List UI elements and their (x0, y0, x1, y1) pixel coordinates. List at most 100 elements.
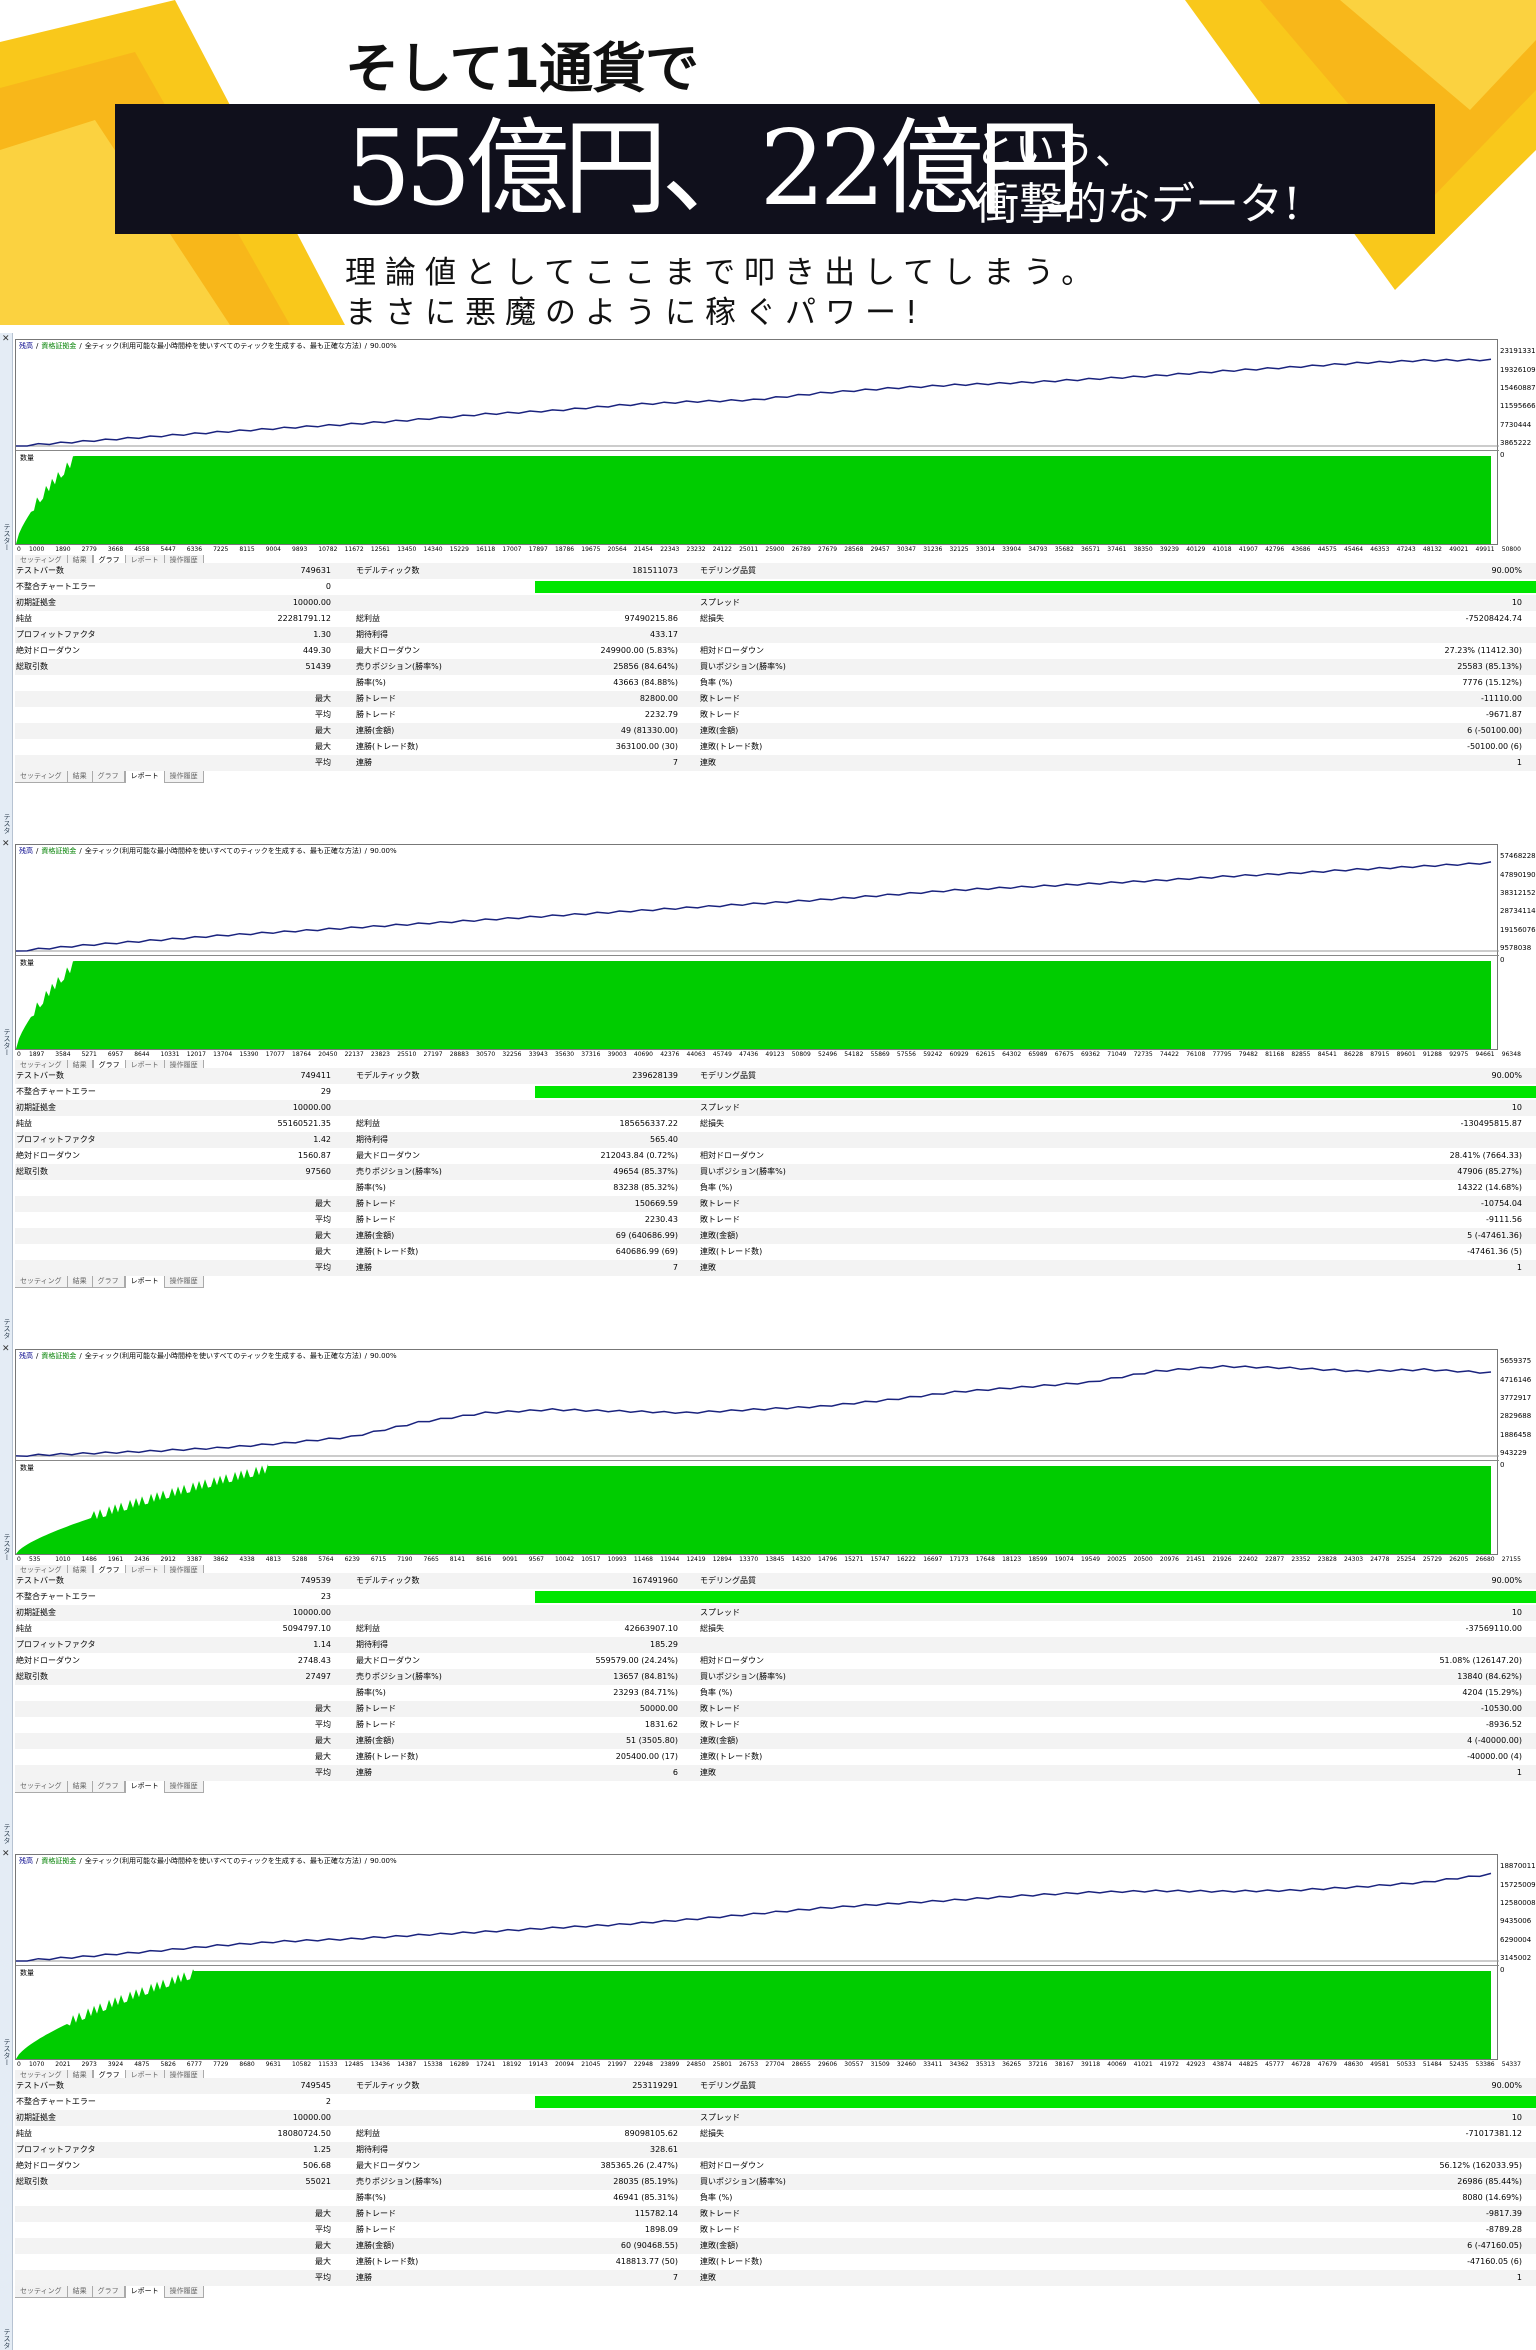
volume-histogram (16, 1464, 1491, 1554)
tab-journal[interactable]: 操作履歴 (164, 2286, 204, 2298)
report-row: 勝率(%) 46941 (85.31%) 負率 (%) 8080 (14.69%) (15, 2190, 1536, 2206)
legend-balance: 残高 (19, 1857, 33, 1865)
tab-settings[interactable]: セッティング (15, 1781, 68, 1793)
report-value: 239628139 (632, 1071, 678, 1080)
x-tick-label: 54337 (1501, 2061, 1521, 2068)
close-icon[interactable]: ✕ (2, 839, 10, 849)
x-tick-label: 17077 (265, 1051, 285, 1058)
tab-graph[interactable]: グラフ (92, 1781, 125, 1793)
x-tick-label: 0 (17, 1051, 21, 1058)
x-tick-label: 20094 (555, 2061, 575, 2068)
x-tick-label: 41021 (1133, 2061, 1153, 2068)
x-tick-label: 24122 (712, 546, 732, 553)
report-value: 749539 (300, 1576, 331, 1585)
report-label: 買いポジション(勝率%) (700, 662, 786, 671)
x-tick-label: 13704 (213, 1051, 233, 1058)
tab-graph[interactable]: グラフ (92, 1276, 125, 1288)
report-value: -11110.00 (1480, 694, 1522, 703)
legend-sep: / (36, 1857, 39, 1865)
report-value: 7 (672, 1263, 678, 1272)
report-value: 10 (1511, 1103, 1522, 1112)
tab-report[interactable]: レポート (124, 1276, 165, 1288)
tab-results[interactable]: 結果 (67, 2286, 93, 2298)
x-tick-label: 33014 (975, 546, 995, 553)
x-tick-label: 6336 (186, 546, 203, 553)
y-tick-label: 3865222 (1500, 439, 1532, 447)
report-label: 最大ドローダウン (356, 1151, 420, 1160)
subtitle-line2: まさに悪魔のように稼ぐパワー! (345, 295, 927, 325)
legend-model: 全ティック(利用可能な最小時間枠を使いすべてのティックを生成する、最も正確な方法… (84, 847, 362, 855)
report-value: 2232.79 (644, 710, 678, 719)
x-tick-label: 27197 (423, 1051, 443, 1058)
x-tick-label: 30557 (844, 2061, 864, 2068)
x-tick-label: 13370 (739, 1556, 759, 1563)
x-tick-label: 76108 (1186, 1051, 1206, 1058)
close-icon[interactable]: ✕ (2, 1849, 10, 1859)
y-tick-label: 0 (1500, 956, 1505, 964)
x-tick-label: 28655 (791, 2061, 811, 2068)
legend-sep: / (364, 1857, 367, 1865)
tab-journal[interactable]: 操作履歴 (164, 1276, 204, 1288)
x-tick-label: 3668 (107, 546, 124, 553)
x-tick-label: 49123 (765, 1051, 785, 1058)
report-value: 749631 (300, 566, 331, 575)
y-tick-label: 0 (1500, 451, 1505, 459)
x-tick-label: 10782 (318, 546, 338, 553)
report-label: 勝トレード (356, 694, 396, 703)
report-value: 559579.00 (24.24%) (595, 1656, 678, 1665)
report-value: 506.68 (303, 2161, 331, 2170)
x-tick-label: 10331 (160, 1051, 180, 1058)
tab-report[interactable]: レポート (124, 2286, 165, 2298)
report-row: 最大 連勝(金額) 60 (90468.55) 連敗(金額) 6 (-47160.05) (15, 2238, 1536, 2254)
tab-settings[interactable]: セッティング (15, 1276, 68, 1288)
tab-report[interactable]: レポート (124, 1781, 165, 1793)
x-tick-label: 14320 (791, 1556, 811, 1563)
report-row: 不整合チャートエラー 29 (15, 1084, 1536, 1100)
report-row: 最大 勝トレード 82800.00 敗トレード -11110.00 (15, 691, 1536, 707)
x-tick-label: 0 (17, 546, 21, 553)
x-tick-label: 18786 (555, 546, 575, 553)
report-value: -47160.05 (6) (1467, 2257, 1522, 2266)
legend-quality: 90.00% (369, 1352, 397, 1360)
tab-results[interactable]: 結果 (67, 771, 93, 783)
report-label: 勝トレード (356, 1215, 396, 1224)
close-icon[interactable]: ✕ (2, 334, 10, 344)
x-tick-label: 37461 (1107, 546, 1127, 553)
x-tick-label: 1890 (55, 546, 71, 553)
tab-results[interactable]: 結果 (67, 1276, 93, 1288)
report-row: 総取引数 55021 売りポジション(勝率%) 28035 (85.19%) 買いポジシ… (15, 2174, 1536, 2190)
tab-journal[interactable]: 操作履歴 (164, 1781, 204, 1793)
legend-sep: / (79, 1352, 82, 1360)
tab-journal[interactable]: 操作履歴 (164, 771, 204, 783)
x-tick-label: 23828 (1317, 1556, 1337, 1563)
x-tick-label: 14796 (818, 1556, 838, 1563)
tab-graph[interactable]: グラフ (92, 771, 125, 783)
x-tick-label: 19074 (1054, 1556, 1074, 1563)
legend-balance: 残高 (19, 342, 33, 350)
x-tick-label: 38350 (1133, 546, 1153, 553)
report-row: 初期証拠金 10000.00 スプレッド 10 (15, 1100, 1536, 1116)
x-tick-label: 45777 (1265, 2061, 1285, 2068)
tab-settings[interactable]: セッティング (15, 771, 68, 783)
report-label: プロフィットファクタ (16, 2145, 96, 2154)
tab-graph[interactable]: グラフ (92, 2286, 125, 2298)
report-value: 2748.43 (297, 1656, 331, 1665)
report-row: プロフィットファクタ 1.25 期待利得 328.61 (15, 2142, 1536, 2158)
tab-report[interactable]: レポート (124, 771, 165, 783)
x-tick-label: 24778 (1370, 1556, 1390, 1563)
report-label: 総取引数 (16, 1672, 48, 1681)
x-tick-label: 21451 (1186, 1556, 1206, 1563)
close-icon[interactable]: ✕ (2, 1344, 10, 1354)
report-label: 売りポジション(勝率%) (356, 1672, 442, 1681)
x-tick-label: 26205 (1449, 1556, 1469, 1563)
x-tick-label: 16118 (476, 546, 496, 553)
report-row: 絶対ドローダウン 506.68 最大ドローダウン 385365.26 (2.47%) 相… (15, 2158, 1536, 2174)
x-tick-label: 5288 (292, 1556, 308, 1563)
report-row: 最大 勝トレード 115782.14 敗トレード -9817.39 (15, 2206, 1536, 2222)
tab-settings[interactable]: セッティング (15, 2286, 68, 2298)
tab-results[interactable]: 結果 (67, 1781, 93, 1793)
report-value: 1 (1516, 2273, 1522, 2282)
x-tick-label: 84541 (1317, 1051, 1337, 1058)
tester-sidebar-label: テスター (0, 1823, 11, 1844)
x-tick-label: 15271 (844, 1556, 864, 1563)
